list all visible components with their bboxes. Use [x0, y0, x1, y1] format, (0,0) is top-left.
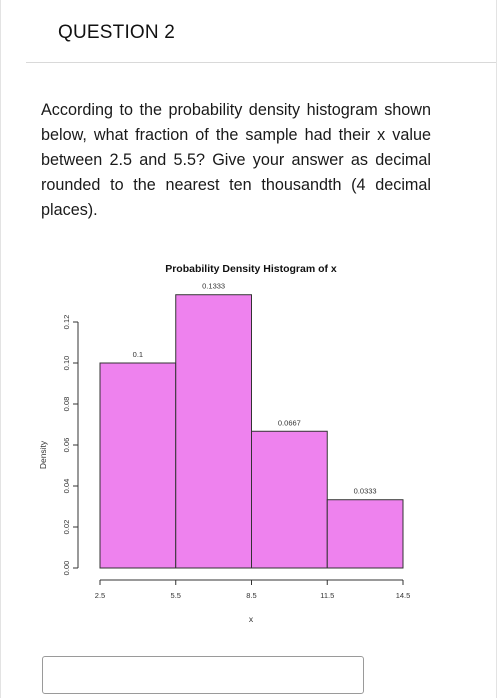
histogram-bar	[175, 294, 252, 569]
x-tick-label: 8.5	[246, 591, 256, 600]
histogram-chart: Probability Density Histogram of x 0.1 0.1…	[38, 263, 411, 624]
y-tick-label: 0.04	[62, 479, 71, 494]
chart-title: Probability Density Histogram of x	[165, 263, 337, 275]
bar-value-label: 0.1333	[202, 282, 225, 291]
y-tick-label: 0.00	[62, 561, 71, 576]
x-tick-label: 14.5	[396, 591, 411, 600]
y-tick-label: 0.10	[62, 356, 71, 371]
histogram-bar	[251, 430, 328, 569]
question-title: QUESTION 2	[58, 22, 176, 43]
histogram-bar	[99, 362, 177, 569]
y-axis-label: Density	[38, 440, 48, 469]
x-tick-label: 2.5	[95, 591, 105, 600]
x-tick-label: 5.5	[171, 591, 181, 600]
y-tick-label: 0.02	[62, 520, 71, 535]
x-axis-label: x	[249, 614, 254, 624]
y-tick-label: 0.06	[62, 438, 71, 453]
x-tick-label: 11.5	[320, 591, 334, 600]
bar-value-label: 0.0333	[354, 487, 377, 496]
y-tick-label: 0.08	[62, 397, 71, 412]
y-tick-label: 0.12	[62, 315, 71, 330]
answer-input[interactable]	[42, 656, 364, 694]
question-text: According to the probability density his…	[41, 101, 431, 219]
bar-value-label: 0.1	[133, 350, 143, 359]
title-divider	[26, 62, 496, 63]
bar-value-label: 0.0667	[278, 418, 301, 427]
histogram-bar	[326, 499, 404, 569]
